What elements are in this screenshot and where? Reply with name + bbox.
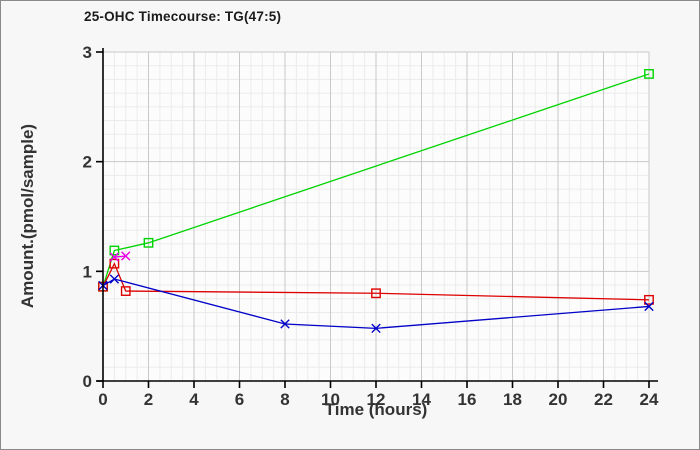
- series-magenta-x: [109, 251, 131, 262]
- marker-square-red-squares: [371, 288, 381, 299]
- x-tick-label: 2: [144, 390, 153, 409]
- x-tick-label: 22: [594, 390, 613, 409]
- marker-square-green-squares: [143, 237, 154, 248]
- marker-square-green-squares: [109, 245, 120, 256]
- series-line-magenta-x: [114, 255, 126, 258]
- y-tick-label: 1: [83, 262, 92, 281]
- chart-title: 25-OHC Timecourse: TG(47:5): [84, 9, 282, 24]
- x-axis-label: Time (hours): [324, 400, 428, 419]
- x-tick-label: 24: [640, 390, 659, 409]
- x-tick-label: 18: [503, 390, 522, 409]
- series-blue-x: [98, 274, 654, 334]
- series-line-red-squares: [102, 262, 650, 301]
- marker-x-blue-x: [109, 274, 120, 284]
- marker-x-blue-x: [371, 323, 381, 334]
- y-tick-label: 3: [83, 43, 92, 62]
- x-tick-label: 8: [280, 390, 289, 409]
- y-tick-label: 2: [83, 153, 92, 172]
- marker-x-blue-x: [644, 301, 654, 312]
- marker-square-green-squares: [644, 69, 654, 79]
- marker-square-red-squares: [109, 258, 120, 269]
- x-tick-label: 0: [98, 390, 107, 409]
- marker-x-magenta-x: [121, 251, 131, 261]
- marker-x-magenta-x: [109, 252, 120, 262]
- marker-x-blue-x: [280, 319, 290, 329]
- series-line-green-squares: [102, 73, 650, 287]
- marker-square-red-squares: [120, 286, 131, 296]
- x-tick-label: 16: [458, 390, 477, 409]
- x-tick-label: 10: [321, 390, 340, 409]
- y-tick-label: 0: [83, 372, 92, 391]
- x-tick-label: 4: [189, 390, 199, 409]
- x-tick-label: 12: [367, 390, 386, 409]
- x-tick-label: 6: [235, 390, 244, 409]
- y-axis-label: Amount.(pmol/sample): [18, 123, 37, 309]
- x-tick-label: 14: [412, 390, 431, 409]
- marker-square-red-squares: [644, 294, 654, 305]
- x-tick-label: 20: [549, 390, 568, 409]
